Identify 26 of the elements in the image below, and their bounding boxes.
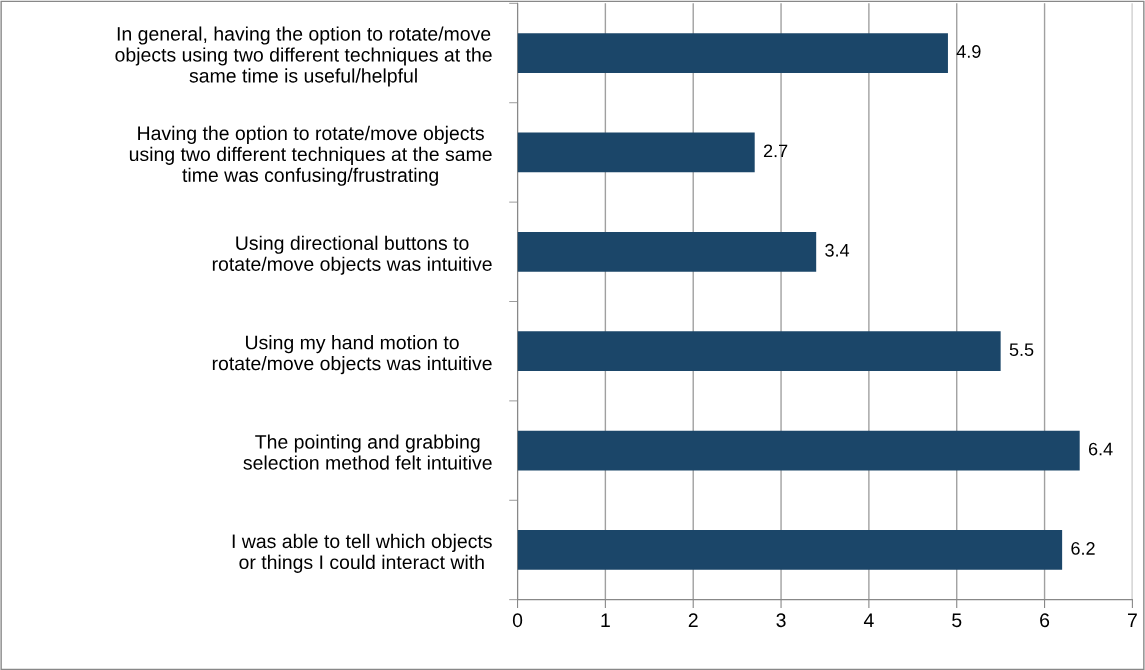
- y-tick-label: The pointing and grabbing selection method felt intuitive: [243, 434, 492, 470]
- y-tick-label: Using directional buttons to rotate/move objects was intuitive: [212, 235, 492, 275]
- x-tick-label: 1: [601, 613, 610, 627]
- bar: [517, 132, 755, 173]
- y-tick-label: In general, having the option to rotate/move objects using two different techniques at the same time is useful/helpful: [115, 26, 492, 87]
- x-tick-label: 4: [863, 613, 874, 627]
- y-tick-label: Having the option to rotate/move objects using two different techniques at the same time was confusing/frustrating: [129, 125, 492, 186]
- data-label: 6.4: [1088, 442, 1113, 456]
- data-label: 2.7: [763, 144, 788, 158]
- x-tick-label: 7: [1128, 613, 1137, 627]
- y-tick-label: Using my hand motion to rotate/move objects was intuitive: [212, 335, 492, 375]
- bar: [517, 231, 817, 272]
- data-label: 5.5: [1009, 343, 1034, 357]
- x-tick-label: 5: [952, 613, 962, 628]
- data-label: 3.4: [825, 243, 850, 257]
- data-label: 4.9: [956, 45, 981, 58]
- x-tick-label: 6: [1040, 613, 1050, 628]
- x-tick-label: 2: [688, 613, 698, 627]
- bar: [517, 33, 948, 73]
- bar: [517, 430, 1080, 471]
- bar: [517, 331, 1001, 372]
- x-tick-label: 0: [512, 613, 523, 628]
- x-tick-label: 3: [776, 613, 786, 628]
- y-tick-label: I was able to tell which objects or things I could interact with: [232, 533, 492, 573]
- bar: [517, 530, 1063, 570]
- data-label: 6.2: [1071, 542, 1095, 555]
